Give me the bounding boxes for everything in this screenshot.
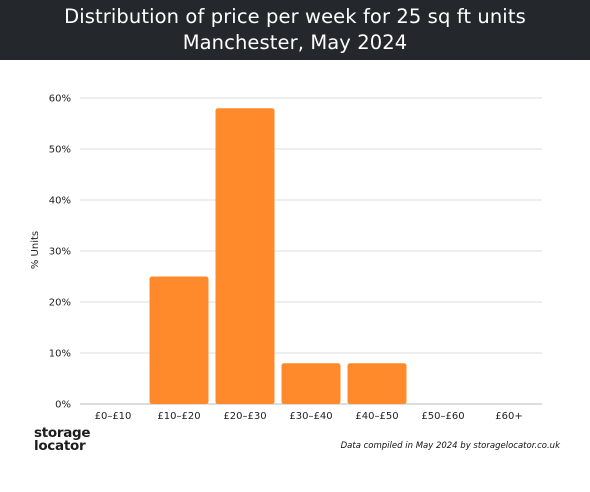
data-credit: Data compiled in May 2024 by storageloca… [340, 441, 560, 451]
y-tick-label: 30% [49, 247, 71, 258]
bar [215, 108, 275, 404]
y-tick-label: 10% [49, 349, 71, 360]
x-tick-label: £30–£40 [289, 411, 332, 422]
y-axis-label: % Units [30, 231, 41, 269]
chart-title: Distribution of price per week for 25 sq… [64, 5, 526, 28]
chart-header: Distribution of price per week for 25 sq… [0, 0, 590, 60]
storage-locator-logo: storage locator [34, 425, 91, 454]
bar-chart: 0% 10% 20% 30% 40% 50% 60% £0–£10 £10–£20 £20–£30… [30, 94, 542, 422]
x-tick-label: £10–£20 [157, 411, 200, 422]
x-tick-label: £40–£50 [355, 411, 398, 422]
x-tick-label: £0–£10 [95, 411, 132, 422]
logo-text-storage: storage [34, 425, 91, 441]
y-tick-label: 0% [55, 400, 71, 411]
y-tick-label: 60% [49, 94, 71, 105]
logo-text-locator: locator [34, 438, 86, 454]
bar [347, 363, 407, 404]
y-tick-label: 40% [49, 196, 71, 207]
y-tick-label: 20% [49, 298, 71, 309]
x-tick-label: £60+ [495, 411, 522, 422]
bar [281, 363, 341, 404]
y-tick-label: 50% [49, 145, 71, 156]
bar [149, 276, 209, 404]
x-tick-label: £20–£30 [223, 411, 266, 422]
x-tick-label: £50–£60 [421, 411, 464, 422]
chart-subtitle: Manchester, May 2024 [182, 31, 408, 54]
